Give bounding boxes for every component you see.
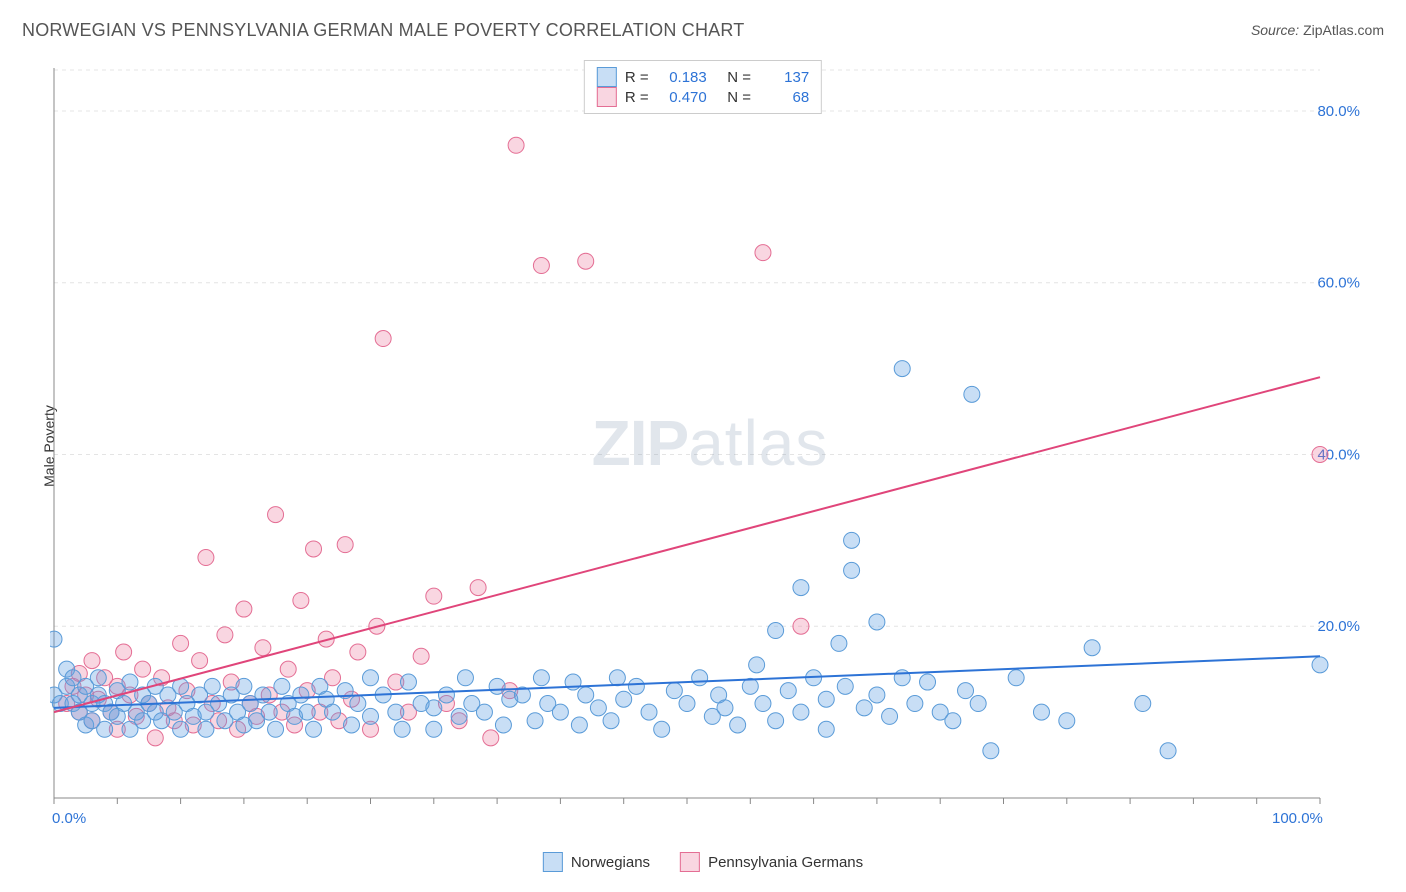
swatch-icon bbox=[597, 87, 617, 107]
source-credit: Source: ZipAtlas.com bbox=[1251, 22, 1384, 38]
swatch-icon bbox=[597, 67, 617, 87]
legend-item-penn-germans: Pennsylvania Germans bbox=[680, 852, 863, 872]
scatter-plot: 20.0%40.0%60.0%80.0% bbox=[50, 58, 1370, 828]
swatch-icon bbox=[680, 852, 700, 872]
chart-title: NORWEGIAN VS PENNSYLVANIA GERMAN MALE PO… bbox=[22, 20, 744, 40]
swatch-icon bbox=[543, 852, 563, 872]
legend-row-penn-germans: R = 0.470 N = 68 bbox=[597, 87, 809, 107]
legend-item-norwegians: Norwegians bbox=[543, 852, 650, 872]
legend-row-norwegians: R = 0.183 N = 137 bbox=[597, 67, 809, 87]
chart-area: 20.0%40.0%60.0%80.0% ZIPatlas bbox=[50, 58, 1370, 828]
x-axis-max-label: 100.0% bbox=[1272, 810, 1323, 827]
series-legend: Norwegians Pennsylvania Germans bbox=[543, 852, 863, 872]
svg-text:60.0%: 60.0% bbox=[1317, 275, 1360, 292]
x-axis-min-label: 0.0% bbox=[52, 810, 86, 827]
svg-text:20.0%: 20.0% bbox=[1317, 618, 1360, 635]
correlation-legend: R = 0.183 N = 137 R = 0.470 N = 68 bbox=[584, 60, 822, 114]
svg-text:80.0%: 80.0% bbox=[1317, 103, 1360, 120]
